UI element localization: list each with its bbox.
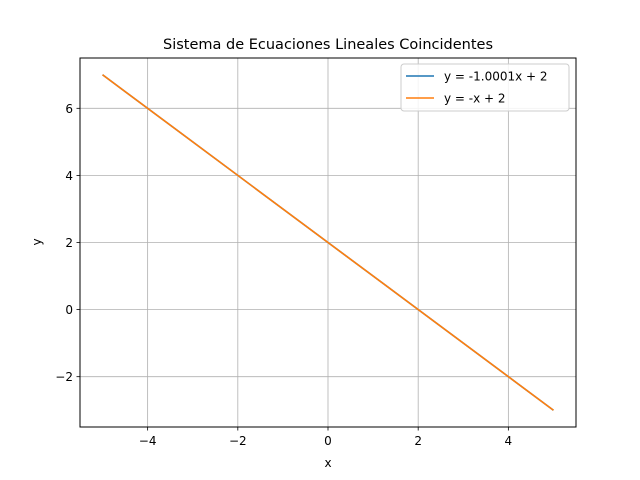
y-tick-label: 2 bbox=[65, 236, 73, 250]
y-tick-label: 4 bbox=[65, 169, 73, 183]
legend-label-2: y = -x + 2 bbox=[444, 92, 506, 106]
y-tick-label: 6 bbox=[65, 102, 73, 116]
chart-title: Sistema de Ecuaciones Lineales Coinciden… bbox=[163, 37, 493, 53]
series-line-2 bbox=[102, 74, 554, 411]
x-tick-label: −4 bbox=[139, 434, 157, 448]
legend-label-1: y = -1.0001x + 2 bbox=[444, 70, 548, 84]
y-tick-label: −2 bbox=[55, 370, 73, 384]
x-axis-label: x bbox=[324, 456, 331, 470]
legend: y = -1.0001x + 2 y = -x + 2 bbox=[400, 63, 570, 112]
y-axis-ticks: −2 0 2 4 6 bbox=[55, 102, 80, 384]
x-axis-ticks: −4 −2 0 2 4 bbox=[139, 427, 512, 448]
x-tick-label: −2 bbox=[229, 434, 247, 448]
y-axis-label: y bbox=[30, 238, 44, 245]
series-layer bbox=[102, 74, 554, 411]
x-tick-label: 2 bbox=[414, 434, 422, 448]
x-tick-label: 0 bbox=[324, 434, 332, 448]
x-tick-label: 4 bbox=[505, 434, 513, 448]
y-tick-label: 0 bbox=[65, 303, 73, 317]
legend-box bbox=[400, 63, 570, 112]
